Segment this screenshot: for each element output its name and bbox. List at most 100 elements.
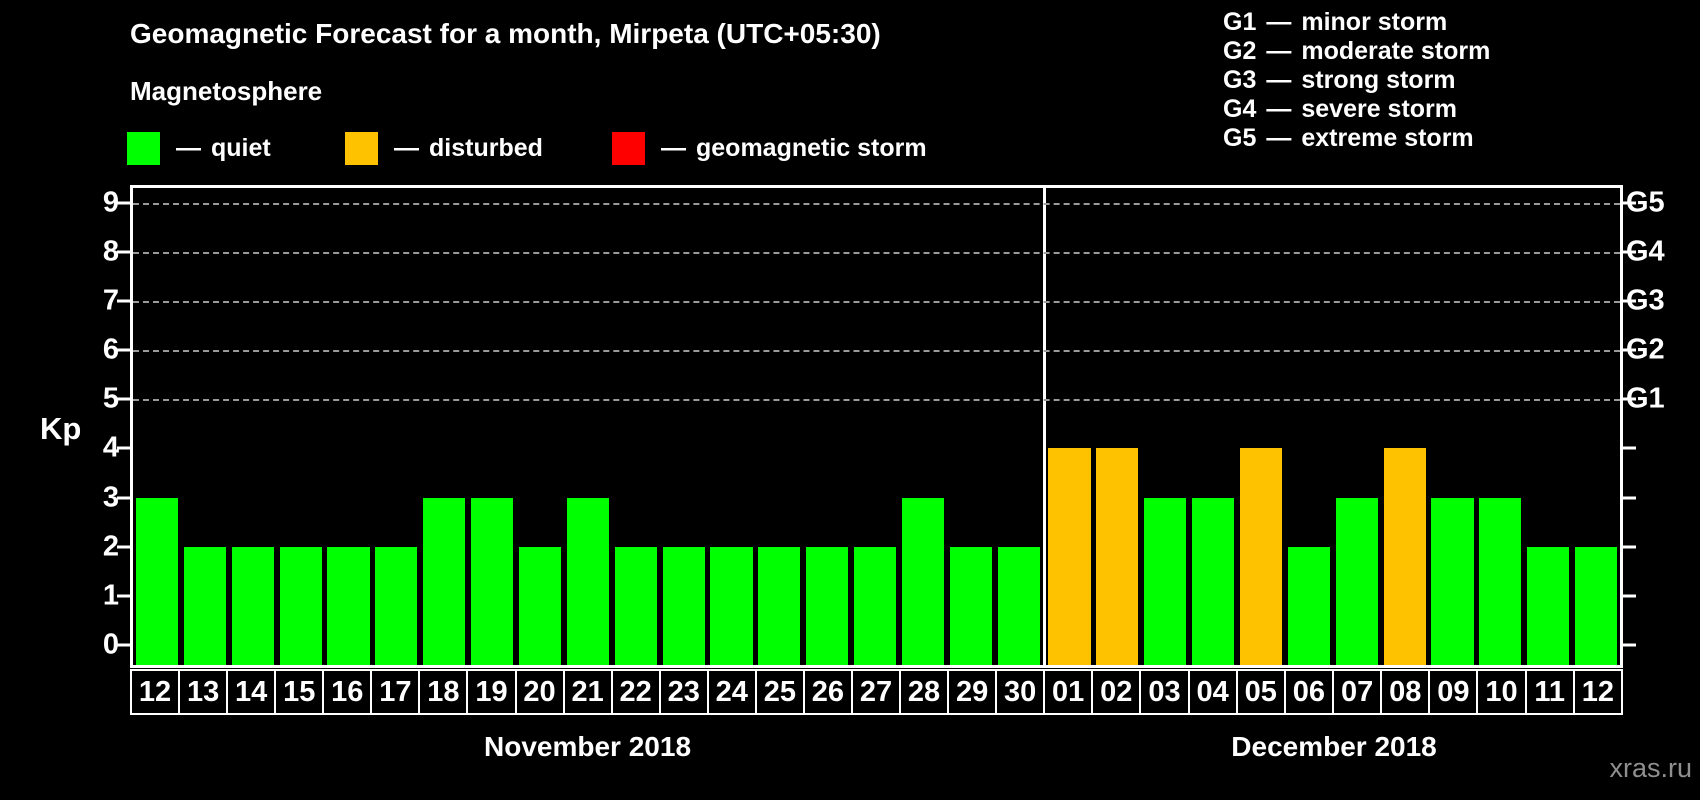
g-dash: — <box>1266 124 1292 152</box>
axis-tick-right <box>1623 299 1636 303</box>
g-label: severe storm <box>1301 95 1458 123</box>
legend-item-quiet: — quiet <box>127 130 271 166</box>
axis-tick-right <box>1623 545 1636 549</box>
month-date-section: 12 13 14 15 16 17 18 19 20 21 22 23 24 25 26 27 28 29 30 <box>130 669 1046 715</box>
axis-tick-right <box>1623 643 1636 647</box>
y-axis-label: 2 <box>102 530 119 563</box>
date-cell: 08 <box>1380 669 1431 715</box>
kp-bar <box>1048 448 1091 665</box>
date-cell: 04 <box>1187 669 1238 715</box>
axis-tick-right <box>1623 594 1636 598</box>
date-cell: 28 <box>899 669 950 715</box>
kp-bar <box>1144 497 1187 665</box>
g-label: moderate storm <box>1301 37 1491 65</box>
g-code: G5 <box>1223 124 1257 152</box>
g-scale-line: G2 — moderate storm <box>1223 37 1490 66</box>
axis-tick-right <box>1623 446 1636 450</box>
bar-slot <box>1189 188 1237 665</box>
kp-bar <box>1527 546 1570 665</box>
bar-slot <box>660 188 708 665</box>
g-dash: — <box>1266 8 1292 36</box>
bar-slot <box>325 188 373 665</box>
g-code: G2 <box>1223 37 1257 65</box>
date-axis: 12 13 14 15 16 17 18 19 20 21 22 23 24 25 26 27 28 29 30 01… <box>130 669 1623 715</box>
kp-bar <box>279 546 322 665</box>
legend-dash: — <box>176 133 201 162</box>
g-label: strong storm <box>1301 66 1456 94</box>
date-cell: 16 <box>322 669 373 715</box>
axis-tick-right <box>1623 201 1636 205</box>
kp-bar <box>1096 448 1139 665</box>
bar-slot <box>612 188 660 665</box>
date-cell: 29 <box>947 669 998 715</box>
kp-bar <box>566 497 609 665</box>
plot-area: 0 1 2 3 4 5 6 7 8 9 G1 G2 G3 G4 G5 <box>103 185 1665 668</box>
date-cell: 12 <box>130 669 181 715</box>
gridline-kp7 <box>133 301 1620 304</box>
axis-tick-left <box>117 496 130 500</box>
g-code: G3 <box>1223 66 1257 94</box>
legend-item-disturbed: — disturbed <box>345 130 543 166</box>
kp-bar <box>327 546 370 665</box>
bar-slot <box>1572 188 1620 665</box>
date-cell: 21 <box>562 669 613 715</box>
kp-bar <box>710 546 753 665</box>
y-axis-label: 6 <box>102 333 119 366</box>
bar-slot <box>516 188 564 665</box>
g-scale-line: G4 — severe storm <box>1223 95 1490 124</box>
date-cell: 25 <box>754 669 805 715</box>
bar-slot <box>564 188 612 665</box>
g-scale-axis-label: G1 <box>1626 382 1665 415</box>
date-cell: 03 <box>1139 669 1190 715</box>
bar-slot <box>468 188 516 665</box>
bar-slot <box>372 188 420 665</box>
y-axis-title: Kp <box>40 411 82 446</box>
kp-bar <box>135 497 178 665</box>
date-cell: 01 <box>1043 669 1094 715</box>
bar-slot <box>1476 188 1524 665</box>
date-cell: 02 <box>1091 669 1142 715</box>
date-cell: 27 <box>850 669 901 715</box>
y-axis-label: 5 <box>102 382 119 415</box>
page-title: Geomagnetic Forecast for a month, Mirpet… <box>130 18 881 49</box>
y-axis-label: 8 <box>102 235 119 268</box>
gridline-kp5 <box>133 399 1620 402</box>
bar-slot <box>755 188 803 665</box>
g-scale-legend: G1 — minor storm G2 — moderate storm G3 — stro… <box>1223 8 1490 153</box>
kp-bar <box>518 546 561 665</box>
month-section <box>1042 188 1620 665</box>
kp-bar <box>806 546 849 665</box>
date-cell: 19 <box>466 669 517 715</box>
axis-tick-left <box>117 201 130 205</box>
g-scale-line: G1 — minor storm <box>1223 8 1490 37</box>
month-labels-row: November 2018 December 2018 <box>130 731 1623 763</box>
axis-tick-right <box>1623 348 1636 352</box>
kp-bar <box>1287 546 1330 665</box>
axis-tick-left <box>117 643 130 647</box>
y-axis-label: 3 <box>102 481 119 514</box>
bar-slot <box>1285 188 1333 665</box>
kp-bar <box>1239 448 1283 665</box>
axis-tick-left <box>117 397 130 401</box>
g-dash: — <box>1266 66 1292 94</box>
kp-bar <box>1192 497 1235 665</box>
bar-slot <box>420 188 468 665</box>
bar-slot <box>277 188 325 665</box>
g-code: G4 <box>1223 95 1257 123</box>
axis-tick-left <box>117 446 130 450</box>
axis-tick-right <box>1623 397 1636 401</box>
legend-item-storm: — geomagnetic storm <box>612 130 927 166</box>
g-label: extreme storm <box>1301 124 1474 152</box>
date-cell: 13 <box>178 669 229 715</box>
legend-dash: — <box>394 133 419 162</box>
date-cell: 26 <box>802 669 853 715</box>
kp-bar <box>997 546 1040 665</box>
date-cell: 20 <box>514 669 565 715</box>
bar-slot <box>947 188 995 665</box>
gridline-kp9 <box>133 202 1620 205</box>
g-code: G1 <box>1223 8 1257 36</box>
kp-bar <box>1383 448 1426 665</box>
kp-bar <box>854 546 897 665</box>
kp-bar <box>183 546 226 665</box>
